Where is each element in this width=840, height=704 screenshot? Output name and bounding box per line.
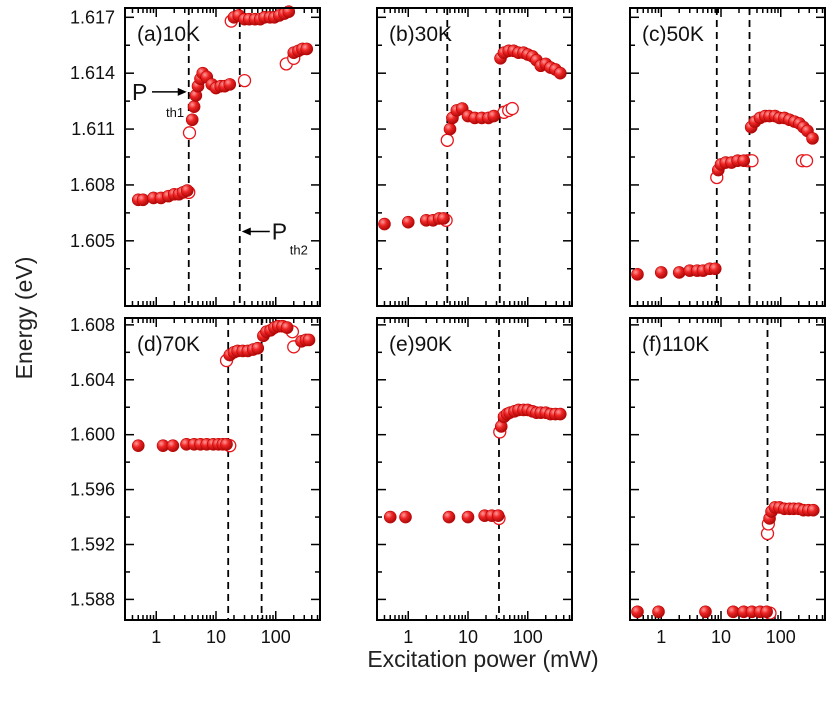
panel-6: 1 10 100 (f)110K xyxy=(629,317,826,647)
panel-frame xyxy=(124,7,321,307)
data-point xyxy=(553,407,567,421)
x-tick-label: 100 xyxy=(766,627,796,647)
x-axis-title: Excitation power (mW) xyxy=(367,646,598,672)
data-point-open xyxy=(182,126,197,140)
pth1-subscript: th1 xyxy=(166,105,184,120)
data-point xyxy=(654,266,668,279)
x-tick-label: 1 xyxy=(151,627,161,647)
y-tick-label: 1.588 xyxy=(70,589,115,609)
panel-3: (c)50K xyxy=(629,7,826,307)
data-point xyxy=(672,266,686,279)
x-tick-label: 10 xyxy=(206,627,226,647)
data-point xyxy=(280,321,294,334)
y-tick-label: 1.604 xyxy=(70,370,115,390)
y-tick-label: 1.617 xyxy=(70,7,115,27)
data-point xyxy=(302,333,316,347)
y-tick-label: 1.592 xyxy=(70,535,115,555)
panel-5: 1 10 100 (e)90K xyxy=(376,317,573,647)
data-point xyxy=(806,503,820,517)
data-point-open xyxy=(440,133,454,147)
data-point xyxy=(442,510,456,524)
data-point-open xyxy=(799,154,814,168)
panel-label: (d)70K xyxy=(137,333,200,356)
data-point xyxy=(251,341,265,355)
panel-label: (c)50K xyxy=(642,23,704,46)
y-tick-label: 1.614 xyxy=(70,63,115,83)
pth1-arrowhead xyxy=(177,87,187,96)
data-point xyxy=(487,109,501,123)
data-point-open xyxy=(237,73,252,88)
y-tick-label: 1.600 xyxy=(70,425,115,445)
data-point xyxy=(401,215,415,229)
panel-label: (e)90K xyxy=(389,333,452,356)
data-point-open xyxy=(505,101,519,116)
panel-label: (b)30K xyxy=(389,23,452,46)
panel-frame xyxy=(629,7,826,307)
data-point xyxy=(378,217,391,231)
data-point xyxy=(136,193,150,207)
data-point xyxy=(461,510,475,524)
panel-frame xyxy=(376,7,573,307)
data-point xyxy=(760,605,773,619)
data-point xyxy=(631,605,644,619)
pth2-subscript: th2 xyxy=(290,243,308,258)
data-point xyxy=(726,605,740,619)
pth2-arrowhead xyxy=(241,227,251,236)
data-point xyxy=(437,212,450,225)
data-point xyxy=(491,509,505,522)
data-point xyxy=(187,100,201,114)
data-point xyxy=(166,439,180,452)
data-point xyxy=(806,132,819,145)
data-point xyxy=(737,154,751,168)
data-point xyxy=(443,122,457,136)
x-tick-label: 100 xyxy=(261,627,291,647)
panel-4: 1 10 100 1.608 1.604 1.600 1.596 1.592 1.588 (d)7… xyxy=(70,315,321,647)
data-point xyxy=(220,437,233,451)
data-point xyxy=(180,184,194,197)
panel-label: (f)110K xyxy=(642,333,709,356)
data-point xyxy=(300,42,314,56)
y-tick-label: 1.596 xyxy=(70,480,115,500)
data-point xyxy=(383,510,397,524)
pth1-label: P xyxy=(132,79,147,105)
data-point xyxy=(185,113,199,127)
y-tick-label: 1.608 xyxy=(70,315,115,335)
y-axis-title: Energy (eV) xyxy=(11,257,37,380)
data-point xyxy=(223,78,237,91)
panel-frame xyxy=(376,317,573,621)
x-tick-label: 10 xyxy=(458,627,478,647)
data-point xyxy=(652,605,665,619)
data-point xyxy=(631,268,644,281)
y-tick-label: 1.605 xyxy=(70,231,115,251)
x-tick-label: 10 xyxy=(711,627,731,647)
x-tick-label: 100 xyxy=(513,627,543,647)
y-tick-label: 1.611 xyxy=(71,119,115,139)
data-point xyxy=(399,510,412,524)
panel-frame xyxy=(124,317,321,621)
data-point xyxy=(131,439,145,452)
panel-label: (a)10K xyxy=(137,23,200,46)
data-point xyxy=(553,66,567,80)
panel-frame xyxy=(629,317,826,621)
x-tick-label: 1 xyxy=(403,627,413,647)
panel-2: (b)30K xyxy=(376,7,573,307)
data-point xyxy=(708,262,722,276)
y-tick-label: 1.608 xyxy=(70,175,115,195)
data-point xyxy=(699,605,712,619)
x-tick-label: 1 xyxy=(656,627,666,647)
pth2-label: P xyxy=(272,219,287,245)
